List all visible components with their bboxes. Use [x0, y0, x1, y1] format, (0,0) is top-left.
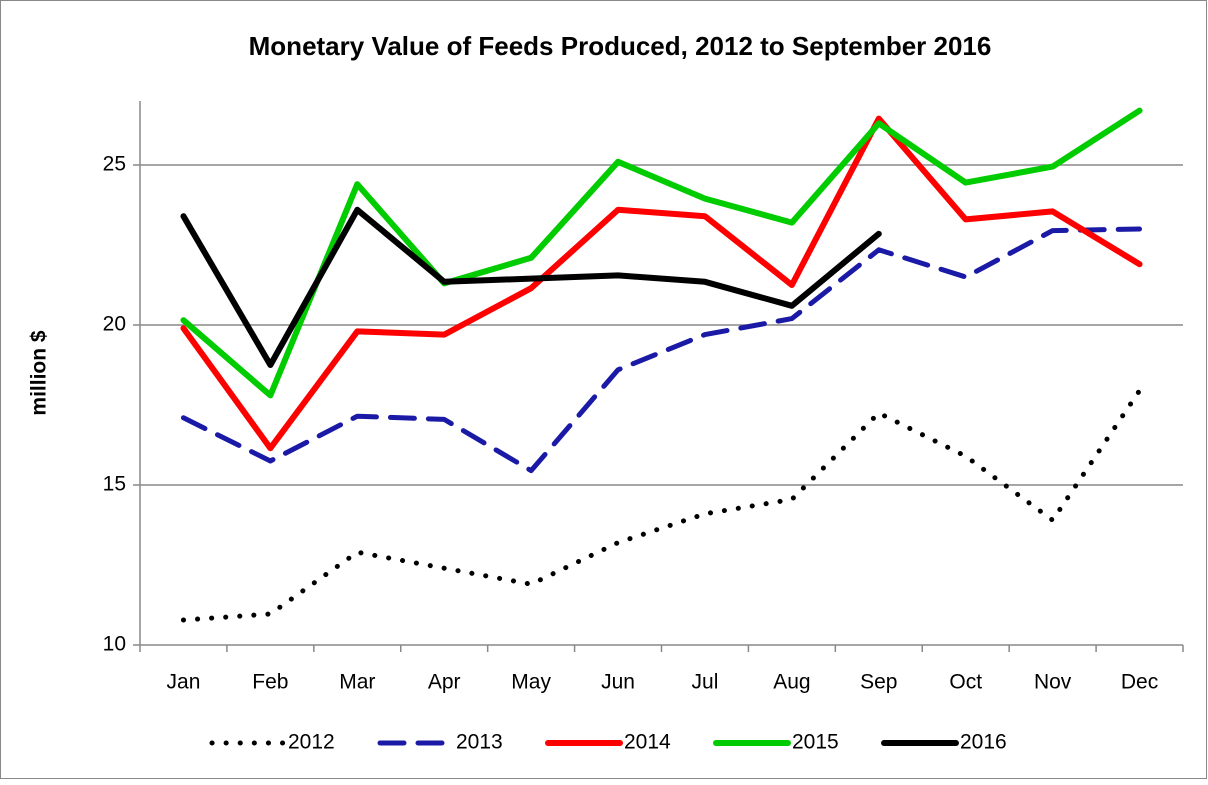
x-tick-label: Feb [252, 671, 288, 694]
chart-title: Monetary Value of Feeds Produced, 2012 t… [249, 31, 992, 61]
x-tick-label: Apr [428, 671, 461, 694]
x-tick-label: Mar [339, 671, 375, 694]
y-tick-label: 25 [103, 153, 126, 176]
y-tick-label: 10 [103, 633, 126, 656]
series-line [180, 107, 1143, 399]
legend-label: 2015 [792, 731, 839, 754]
legend-label: 2013 [456, 731, 503, 754]
x-tick-label: Oct [949, 671, 982, 694]
legend-label: 2014 [624, 731, 671, 754]
x-tick-label: Nov [1034, 671, 1072, 694]
x-tick-label: May [511, 671, 551, 694]
y-tick-label: 20 [103, 313, 126, 336]
y-axis-label: million $ [28, 330, 51, 416]
x-tick-label: Jul [692, 671, 719, 694]
series-line [180, 115, 1143, 452]
x-tick-label: Sep [860, 671, 897, 694]
x-tick-label: Jan [167, 671, 201, 694]
y-tick-label: 15 [103, 473, 126, 496]
series-line [180, 206, 882, 368]
legend-label: 2016 [960, 731, 1007, 754]
x-tick-label: Aug [773, 671, 810, 694]
legend-label: 2012 [288, 731, 335, 754]
series-line [180, 226, 1143, 474]
x-tick-label: Jun [601, 671, 635, 694]
x-tick-label: Dec [1121, 671, 1158, 694]
